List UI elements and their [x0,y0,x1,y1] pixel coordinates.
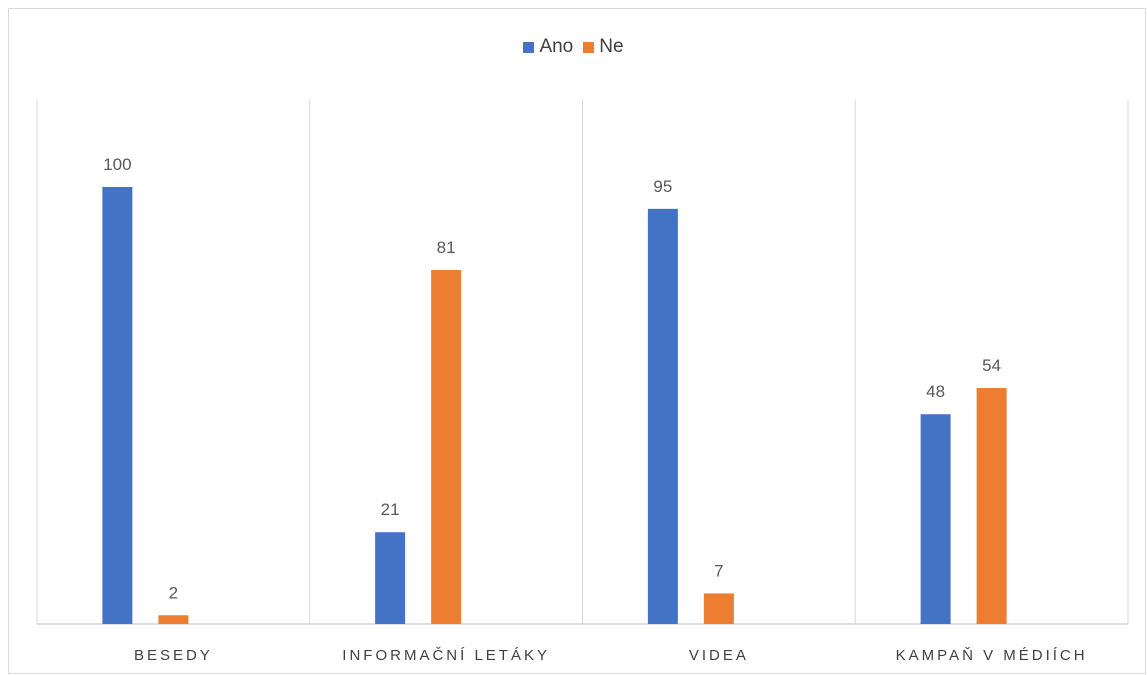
data-label: 95 [653,177,672,196]
bar-ano [647,208,678,624]
category-label: INFORMAČNÍ LETÁKY [342,647,550,664]
bar-ano [375,532,406,624]
bar-ne [703,593,734,624]
category-label: VIDEA [689,647,749,664]
legend-item-ano: Ano [523,36,573,58]
data-label: 54 [982,356,1001,375]
bar-ne [158,615,189,624]
category-label: KAMPAŇ V MÉDIÍCH [896,647,1088,664]
data-label: 2 [169,583,178,602]
data-label: 100 [103,155,131,174]
data-label: 7 [714,561,723,580]
data-label: 48 [926,382,945,401]
data-label: 81 [437,238,456,257]
chart-frame [8,8,1146,674]
data-label: 21 [381,500,400,519]
legend-label-ano: Ano [539,36,574,57]
bar-ne [976,388,1007,624]
bar-ano [102,187,133,624]
legend-label-ne: Ne [599,36,624,57]
legend-item-ne: Ne [583,36,624,58]
legend-swatch-ano [523,41,535,53]
chart-legend: Ano Ne [0,36,1147,58]
legend-swatch-ne [583,41,595,53]
category-label: BESEDY [134,647,213,664]
bar-ano [920,414,951,624]
bar-ne [431,270,462,624]
